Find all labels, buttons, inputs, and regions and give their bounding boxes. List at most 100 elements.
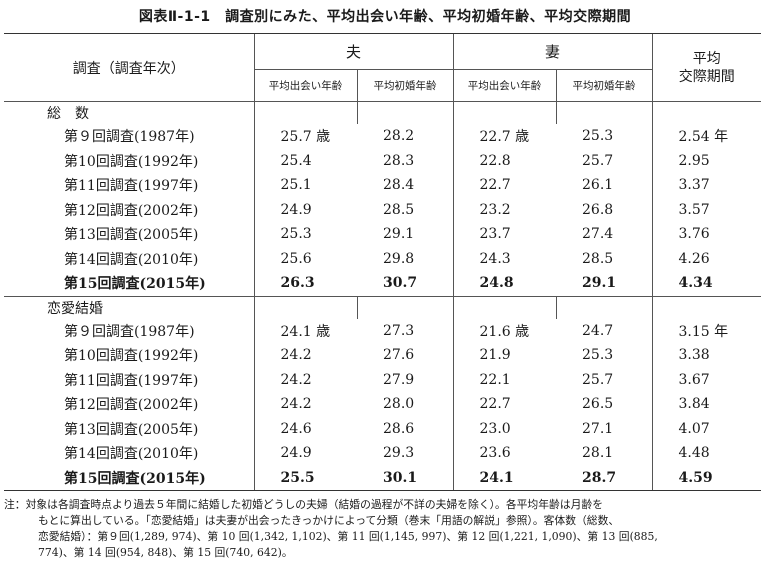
section-header-blank-cell bbox=[253, 101, 357, 124]
survey-column-header: 調査（調査年次） bbox=[4, 33, 254, 102]
husband-meet-age-cell: 24.6 bbox=[253, 416, 357, 441]
survey-label-cell: 第11回調査(1997年) bbox=[64, 178, 199, 195]
husband-marry-age-cell: 29.8 bbox=[383, 250, 415, 267]
table-row: 第14回調査(2010年) 25.6 29.8 24.3 28.5 4.26 bbox=[4, 246, 761, 271]
avg-period-header-line2: 交際期間 bbox=[678, 68, 735, 85]
wife-meet-age-cell: 22.7 bbox=[452, 392, 556, 417]
wife-marry-age-cell: 25.7 bbox=[582, 152, 614, 169]
table-row: 第９回調査(1987年) 24.1 歳 27.3 21.6 歳 24.7 3.15 年 bbox=[4, 318, 761, 343]
survey-label-cell: 第12回調査(2002年) bbox=[64, 202, 199, 219]
section-header-blank-cell bbox=[356, 295, 453, 319]
table-row: 第13回調査(2005年) 25.3 29.1 23.7 27.4 3.76 bbox=[4, 222, 761, 247]
table-row: 第15回調査(2015年) 26.3 30.7 24.8 29.1 4.34 bbox=[4, 271, 761, 296]
table-row: 第11回調査(1997年) 25.1 28.4 22.7 26.1 3.37 bbox=[4, 173, 761, 198]
figure-title: 図表Ⅱ-1-1 調査別にみた、平均出会い年齢、平均初婚年齢、平均交際期間 bbox=[138, 9, 632, 25]
wife-meet-age-cell: 23.0 bbox=[452, 416, 556, 441]
wife-marry-age-cell: 25.3 bbox=[582, 347, 614, 364]
section-label: 恋愛結婚 bbox=[4, 295, 254, 319]
husband-meet-age-cell: 25.7 歳 bbox=[253, 124, 357, 149]
wife-marry-age-cell: 27.4 bbox=[582, 226, 614, 243]
wife-marry-age-cell: 28.5 bbox=[582, 250, 614, 267]
wife-marry-age-cell: 26.1 bbox=[582, 177, 614, 194]
survey-label-cell: 第15回調査(2015年) bbox=[64, 276, 206, 293]
husband-marry-age-cell: 28.0 bbox=[383, 396, 415, 413]
wife-marry-age-cell: 28.1 bbox=[582, 445, 614, 462]
wife-meet-age-cell: 22.7 歳 bbox=[452, 124, 556, 149]
wife-meet-age-header: 平均出会い年齢 bbox=[452, 69, 556, 102]
survey-label-cell: 第15回調査(2015年) bbox=[4, 465, 254, 491]
footnote-line-1: 注：対象は各調査時点より過去５年間に結婚した初婚どうしの夫婦（結婚の過程が不詳の… bbox=[4, 498, 604, 511]
wife-meet-age-cell: 21.6 歳 bbox=[452, 318, 556, 343]
wife-meet-age-cell: 23.2 bbox=[452, 197, 556, 222]
section-header-blank-cell bbox=[452, 295, 556, 319]
husband-marry-age-cell: 27.6 bbox=[383, 347, 415, 364]
husband-marry-age-cell: 28.2 bbox=[383, 128, 415, 145]
header-row-groups: 調査（調査年次） 夫 妻 平均 交際期間 bbox=[4, 33, 761, 102]
table-row: 第13回調査(2005年) 24.6 28.6 23.0 27.1 4.07 bbox=[4, 416, 761, 441]
section-header-blank-cell bbox=[651, 295, 761, 319]
header-row-sub: 平均出会い年齢 平均初婚年齢 平均出会い年齢 平均初婚年齢 bbox=[4, 69, 761, 102]
avg-period-cell: 3.57 bbox=[651, 197, 761, 222]
husband-meet-age-cell: 25.6 bbox=[253, 246, 357, 271]
wife-marry-age-cell: 28.7 bbox=[556, 465, 652, 491]
wife-meet-age-cell: 23.6 bbox=[452, 441, 556, 466]
husband-meet-age-cell: 25.5 bbox=[253, 465, 357, 491]
survey-label-cell: 第13回調査(2005年) bbox=[64, 421, 199, 438]
section-header-blank-cell bbox=[555, 101, 652, 124]
wife-marry-age-cell: 26.8 bbox=[582, 201, 614, 218]
table-row: 第14回調査(2010年) 24.9 29.3 23.6 28.1 4.48 bbox=[4, 441, 761, 466]
avg-period-cell: 4.59 bbox=[651, 465, 761, 491]
survey-label-cell: 第11回調査(1997年) bbox=[64, 372, 199, 389]
husband-marry-age-cell: 28.6 bbox=[383, 420, 415, 437]
husband-marry-age-cell: 27.3 bbox=[383, 322, 415, 339]
survey-label-cell: 第13回調査(2005年) bbox=[64, 227, 199, 244]
wife-marry-age-cell: 24.7 bbox=[582, 322, 614, 339]
wife-meet-age-cell: 22.8 bbox=[452, 148, 556, 173]
husband-meet-age-header: 平均出会い年齢 bbox=[253, 69, 357, 102]
avg-period-cell: 3.76 bbox=[651, 222, 761, 247]
avg-period-cell: 3.67 bbox=[651, 367, 761, 392]
wife-marry-age-header: 平均初婚年齢 bbox=[555, 69, 652, 102]
wife-meet-age-cell: 24.8 bbox=[452, 271, 556, 296]
wife-meet-age-cell: 23.7 bbox=[452, 222, 556, 247]
survey-label-cell: 第14回調査(2010年) bbox=[64, 446, 199, 463]
husband-marry-age-header: 平均初婚年齢 bbox=[356, 69, 453, 102]
husband-meet-age-cell: 26.3 bbox=[253, 271, 357, 296]
wife-marry-age-cell: 25.3 bbox=[582, 128, 614, 145]
wife-meet-age-cell: 22.7 bbox=[452, 173, 556, 198]
avg-period-cell: 4.26 bbox=[651, 246, 761, 271]
husband-marry-age-cell: 27.9 bbox=[383, 371, 415, 388]
table-row: 第12回調査(2002年) 24.2 28.0 22.7 26.5 3.84 bbox=[4, 392, 761, 417]
table-row: 第15回調査(2015年) 25.5 30.1 24.1 28.7 4.59 bbox=[4, 465, 761, 491]
wife-meet-age-cell: 21.9 bbox=[452, 343, 556, 368]
avg-period-cell: 2.54 年 bbox=[651, 124, 761, 149]
avg-period-cell: 4.07 bbox=[651, 416, 761, 441]
avg-period-cell: 4.48 bbox=[651, 441, 761, 466]
husband-meet-age-cell: 24.2 bbox=[253, 392, 357, 417]
avg-period-cell: 3.15 年 bbox=[651, 318, 761, 343]
avg-period-cell: 3.84 bbox=[651, 392, 761, 417]
husband-marry-age-cell: 28.3 bbox=[383, 152, 415, 169]
section-header-blank-cell bbox=[356, 101, 453, 124]
wife-meet-age-cell: 24.1 bbox=[452, 465, 556, 491]
footnote-line-3: 恋愛結婚）：第９回(1,289, 974)、第 10 回(1,342, 1,10… bbox=[38, 530, 658, 543]
husband-meet-age-cell: 24.9 bbox=[253, 441, 357, 466]
section-header-row: 恋愛結婚 bbox=[4, 295, 761, 319]
avg-period-header: 平均 交際期間 bbox=[651, 33, 761, 102]
husband-marry-age-cell: 28.4 bbox=[383, 177, 415, 194]
husband-meet-age-cell: 25.4 bbox=[253, 148, 357, 173]
husband-marry-age-cell: 30.1 bbox=[357, 465, 453, 491]
table-row: 第９回調査(1987年) 25.7 歳 28.2 22.7 歳 25.3 2.54 年 bbox=[4, 124, 761, 149]
husband-marry-age-cell: 29.1 bbox=[383, 226, 415, 243]
table-row: 第11回調査(1997年) 24.2 27.9 22.1 25.7 3.67 bbox=[4, 367, 761, 392]
husband-meet-age-cell: 25.1 bbox=[253, 173, 357, 198]
avg-period-cell: 3.38 bbox=[651, 343, 761, 368]
section-header-row: 総 数 bbox=[4, 101, 761, 124]
avg-period-header-line1: 平均 bbox=[692, 50, 721, 67]
footnote-line-2: もとに算出している。「恋愛結婚」は夫妻が出会ったきっかけによって分類（巻末「用語… bbox=[38, 514, 620, 527]
wife-marry-age-cell: 25.7 bbox=[582, 371, 614, 388]
footnote-line-4: 774)、第 14 回(954, 848)、第 15 回(740, 642)。 bbox=[38, 546, 293, 559]
wife-marry-age-cell: 27.1 bbox=[582, 420, 614, 437]
survey-label-cell: 第９回調査(1987年) bbox=[64, 129, 195, 146]
section-header-blank-cell bbox=[651, 101, 761, 124]
